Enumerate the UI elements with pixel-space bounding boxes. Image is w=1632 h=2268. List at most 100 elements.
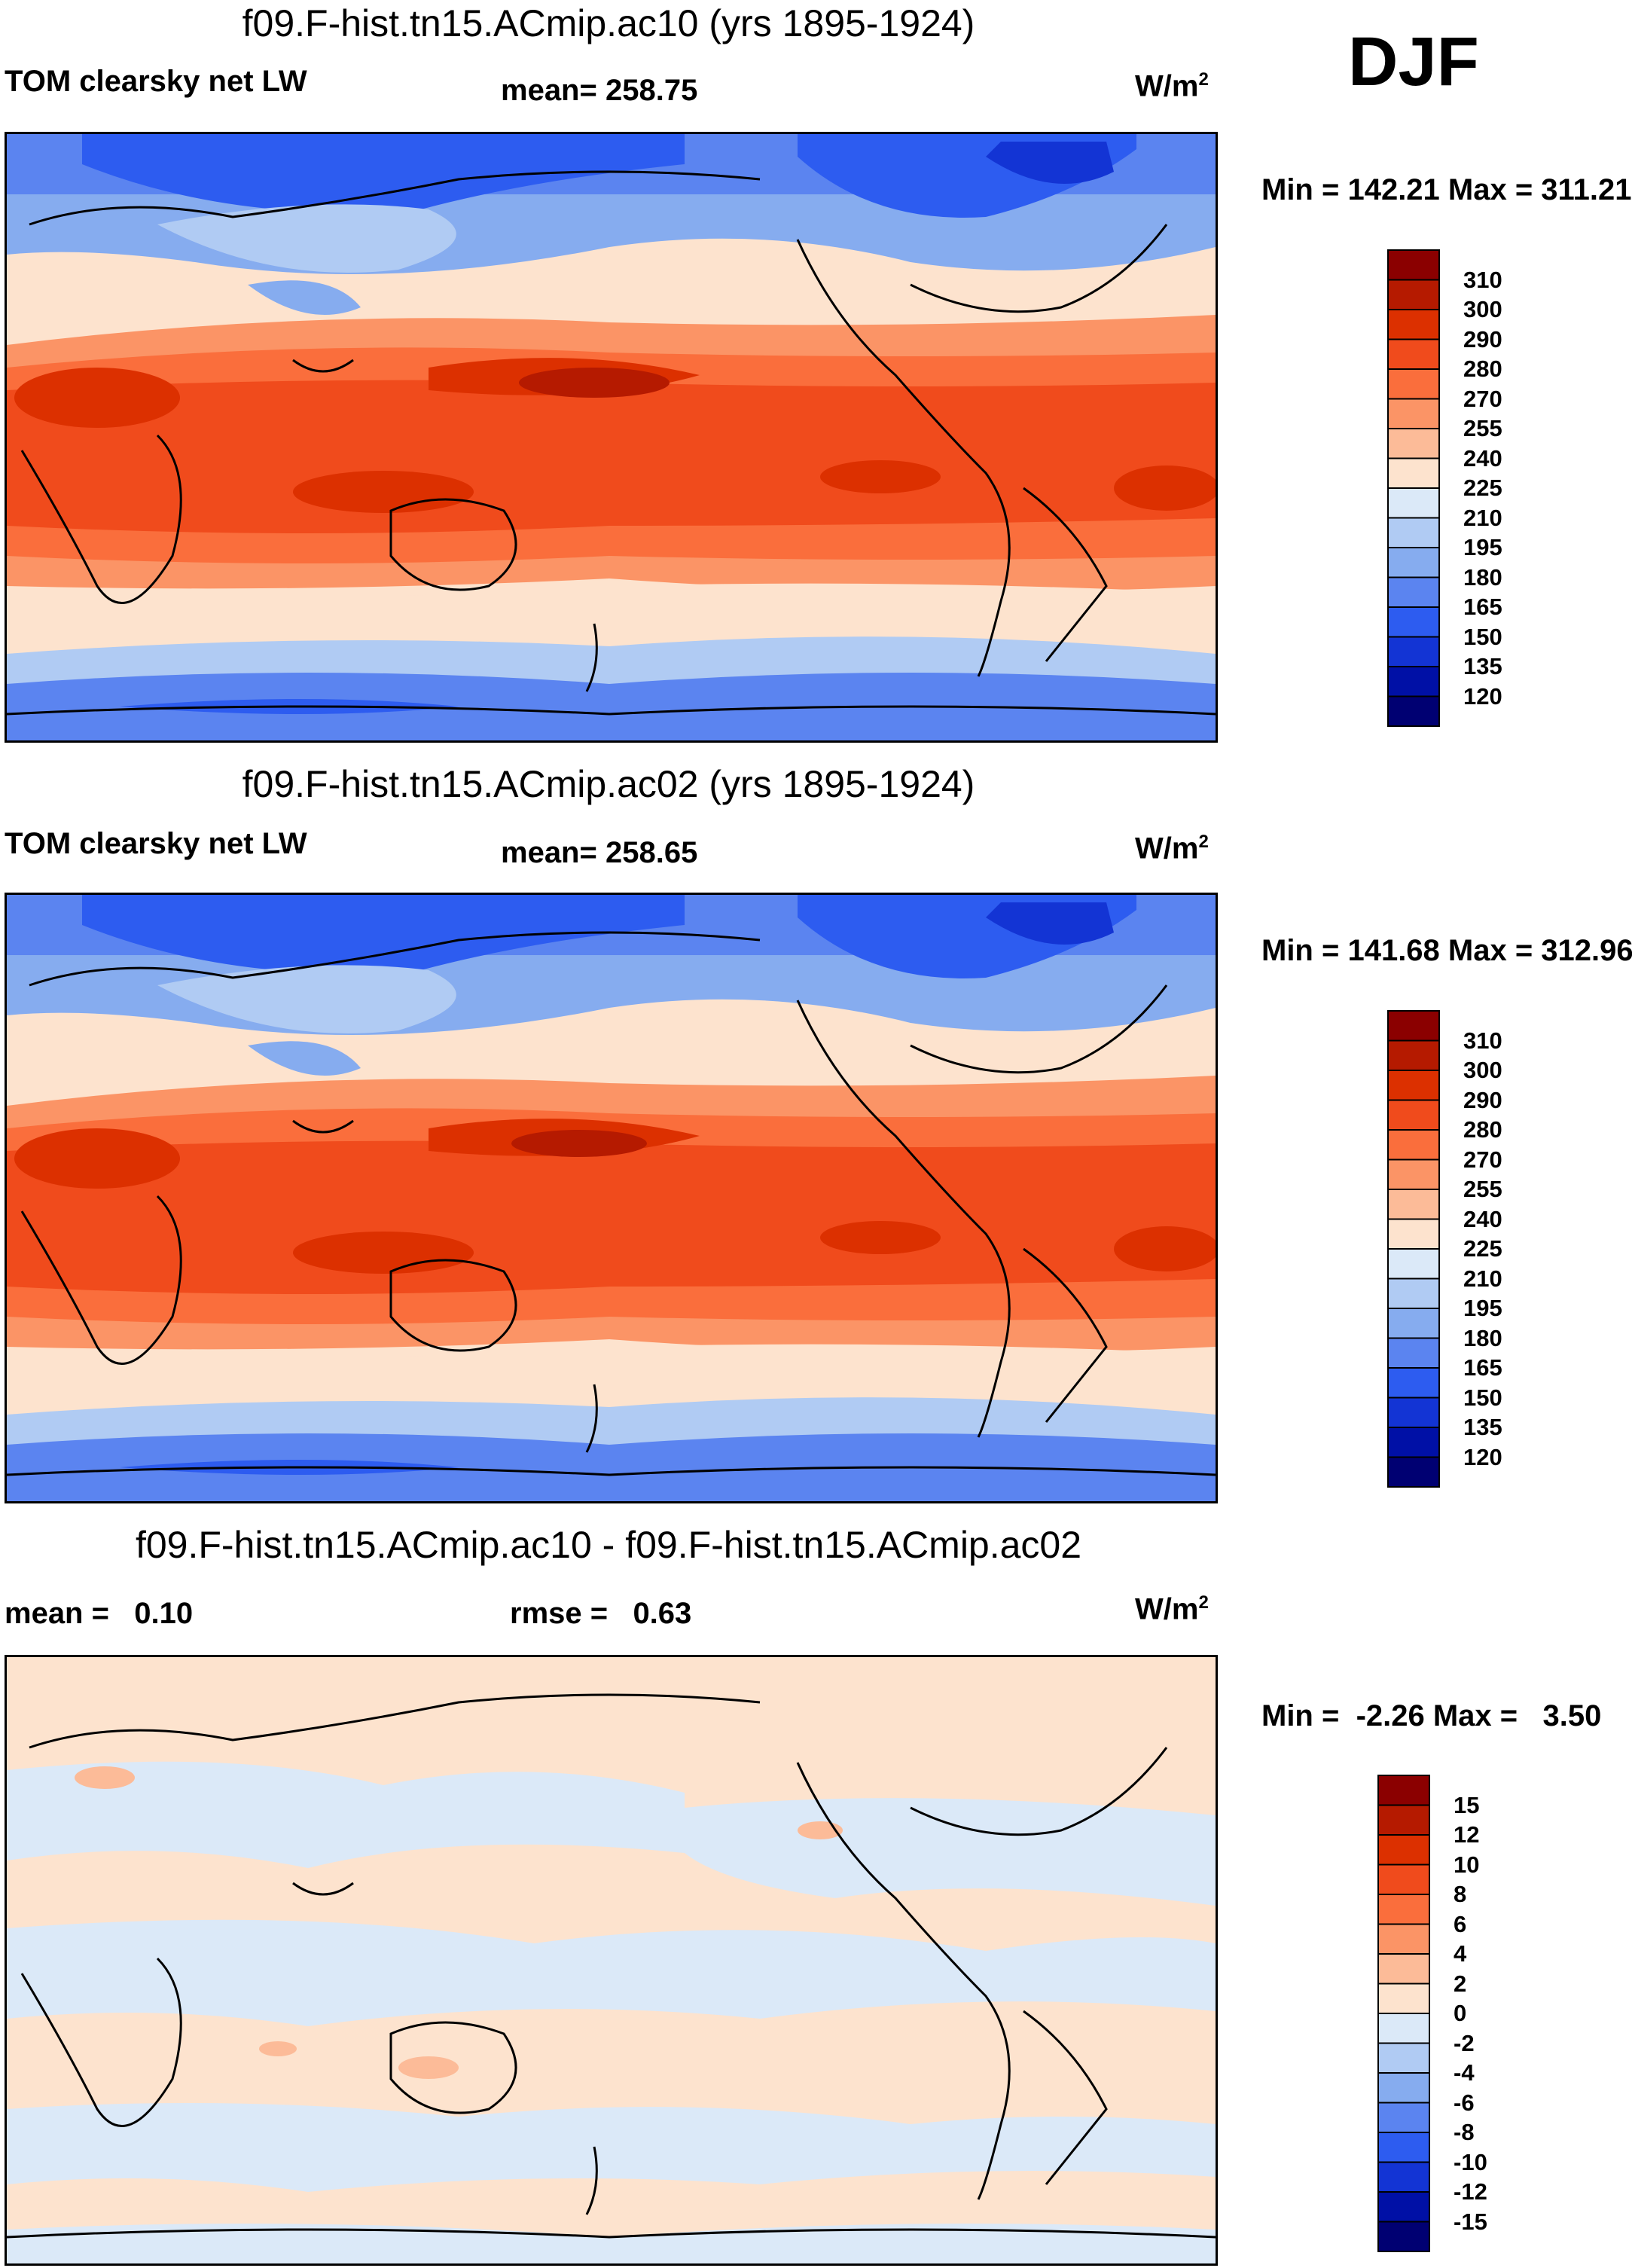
colorbar-tick-label: -4 — [1454, 2059, 1475, 2086]
colorbar-tick-label: 255 — [1463, 1176, 1502, 1202]
panel-3-mean: mean = 0.10 — [5, 1597, 194, 1630]
colorbar-tick-label: 255 — [1463, 415, 1502, 441]
panel-2-mean: mean= 258.65 — [501, 836, 698, 869]
colorbar-tick-label: 290 — [1463, 1086, 1502, 1113]
colorbar-swatch — [1387, 309, 1440, 340]
panel-2-title: f09.F-hist.tn15.ACmip.ac02 (yrs 1895-192… — [242, 763, 975, 805]
colorbar-swatch — [1377, 2191, 1430, 2223]
colorbar-swatch — [1387, 1099, 1440, 1131]
colorbar-tick-label: -6 — [1454, 2089, 1475, 2116]
colorbar-swatch — [1377, 2221, 1430, 2252]
colorbar-swatch — [1377, 1923, 1430, 1955]
colorbar-swatch — [1377, 2013, 1430, 2044]
colorbar-swatch — [1387, 279, 1440, 310]
colorbar-swatch — [1387, 1308, 1440, 1339]
colorbar-tick-label: 310 — [1463, 266, 1502, 293]
colorbar-tick-label: 120 — [1463, 682, 1502, 710]
colorbar-tick-label: 195 — [1463, 1295, 1502, 1321]
colorbar-swatch — [1377, 2132, 1430, 2163]
colorbar-tick-label: -2 — [1454, 2029, 1475, 2056]
colorbar-swatch — [1377, 2042, 1430, 2074]
panel-1-mean: mean= 258.75 — [501, 74, 698, 107]
colorbar-swatch — [1387, 428, 1440, 459]
panel-3-minmax: Min = -2.26 Max = 3.50 — [1261, 1699, 1602, 1732]
colorbar-swatch — [1387, 517, 1440, 548]
panel-2-minmax: Min = 141.68 Max = 312.96 — [1261, 934, 1632, 967]
colorbar-swatch — [1377, 1775, 1430, 1806]
panel-1-map — [5, 132, 1218, 743]
colorbar-swatch — [1377, 2072, 1430, 2104]
panel-1-title: f09.F-hist.tn15.ACmip.ac10 (yrs 1895-192… — [242, 2, 975, 44]
panel-1-units: W/m2 — [1135, 69, 1209, 103]
colorbar-swatch — [1387, 368, 1440, 400]
colorbar-swatch — [1387, 1456, 1440, 1488]
colorbar-swatch — [1387, 338, 1440, 370]
colorbar-tick-label: 300 — [1463, 296, 1502, 322]
colorbar-tick-label: 225 — [1463, 475, 1502, 501]
colorbar-tick-label: 8 — [1454, 1881, 1467, 1907]
colorbar-swatch — [1387, 547, 1440, 578]
colorbar-tick-label: 270 — [1463, 1146, 1502, 1173]
colorbar-swatch — [1387, 1367, 1440, 1399]
colorbar-swatch — [1387, 1010, 1440, 1042]
panel-3-units: W/m2 — [1135, 1592, 1209, 1626]
colorbar-swatch — [1387, 398, 1440, 429]
colorbar-swatch — [1387, 1397, 1440, 1428]
colorbar-swatch — [1387, 457, 1440, 489]
panel-2-variable: TOM clearsky net LW — [5, 827, 307, 860]
colorbar-swatch — [1387, 576, 1440, 608]
colorbar-tick-label: 280 — [1463, 356, 1502, 382]
colorbar-tick-label: 150 — [1463, 623, 1502, 650]
colorbar-swatch — [1387, 1158, 1440, 1190]
colorbar-tick-label: 165 — [1463, 1354, 1502, 1381]
colorbar-swatch — [1377, 1894, 1430, 1925]
colorbar-swatch — [1387, 606, 1440, 638]
colorbar-tick-label: 300 — [1463, 1057, 1502, 1083]
colorbar-swatch — [1387, 1427, 1440, 1458]
colorbar-tick-label: -12 — [1454, 2178, 1487, 2205]
colorbar-tick-label: 280 — [1463, 1116, 1502, 1143]
panel-2-map — [5, 893, 1218, 1503]
colorbar-tick-label: -10 — [1454, 2148, 1487, 2175]
colorbar-tick-label: 4 — [1454, 1940, 1467, 1967]
colorbar-swatch — [1387, 695, 1440, 727]
colorbar-swatch — [1387, 1218, 1440, 1250]
colorbar-swatch — [1387, 666, 1440, 697]
colorbar-tick-label: 210 — [1463, 1265, 1502, 1292]
colorbar-swatch — [1387, 1248, 1440, 1280]
colorbar-tick-label: 0 — [1454, 2000, 1467, 2026]
colorbar-swatch — [1377, 2161, 1430, 2193]
colorbar-swatch — [1387, 1337, 1440, 1369]
colorbar-swatch — [1387, 1277, 1440, 1309]
colorbar-tick-label: 210 — [1463, 504, 1502, 531]
colorbar-swatch — [1387, 636, 1440, 667]
colorbar-tick-label: 12 — [1454, 1821, 1480, 1848]
colorbar-tick-label: -15 — [1454, 2208, 1487, 2235]
colorbar-swatch — [1387, 487, 1440, 519]
panel-1-variable: TOM clearsky net LW — [5, 65, 307, 98]
colorbar-swatch — [1387, 1189, 1440, 1220]
colorbar-tick-label: 2 — [1454, 1970, 1467, 1997]
colorbar-tick-label: 270 — [1463, 385, 1502, 412]
panel-3-colorbar — [1377, 1775, 1430, 2252]
colorbar-swatch — [1377, 1983, 1430, 2014]
colorbar-tick-label: 180 — [1463, 1324, 1502, 1351]
colorbar-tick-label: 15 — [1454, 1791, 1480, 1818]
panel-1-minmax: Min = 142.21 Max = 311.21 — [1261, 173, 1632, 206]
panel-2-units: W/m2 — [1135, 832, 1209, 865]
colorbar-swatch — [1377, 1953, 1430, 1985]
colorbar-tick-label: 310 — [1463, 1027, 1502, 1054]
panel-3-title: f09.F-hist.tn15.ACmip.ac10 - f09.F-hist.… — [135, 1524, 1082, 1566]
colorbar-tick-label: 120 — [1463, 1443, 1502, 1470]
colorbar-tick-label: 290 — [1463, 325, 1502, 353]
colorbar-tick-label: -8 — [1454, 2119, 1475, 2145]
colorbar-tick-label: 195 — [1463, 534, 1502, 560]
colorbar-tick-label: 10 — [1454, 1851, 1480, 1878]
colorbar-swatch — [1387, 249, 1440, 281]
colorbar-tick-label: 240 — [1463, 1205, 1502, 1232]
colorbar-swatch — [1377, 1804, 1430, 1836]
colorbar-tick-label: 6 — [1454, 1910, 1467, 1937]
colorbar-swatch — [1377, 2102, 1430, 2133]
colorbar-tick-label: 165 — [1463, 594, 1502, 620]
season-label: DJF — [1348, 23, 1479, 100]
